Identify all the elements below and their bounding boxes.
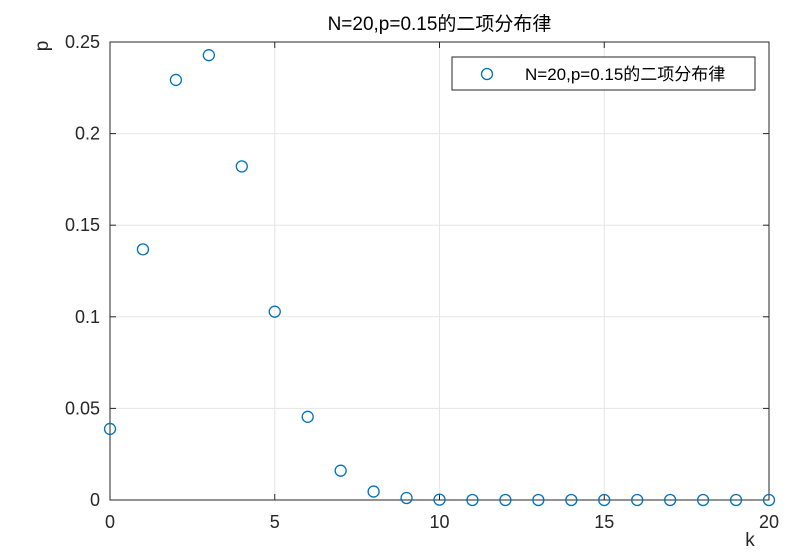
data-point — [433, 493, 446, 506]
legend: N=20,p=0.15的二项分布律 — [451, 56, 756, 91]
data-point — [268, 305, 281, 318]
data-point — [762, 493, 776, 507]
data-point — [400, 491, 413, 505]
x-axis-label: k — [745, 530, 755, 551]
data-point — [367, 485, 380, 498]
y-tick-label: 0 — [90, 490, 100, 510]
y-axis-label: p — [32, 41, 53, 52]
data-point — [499, 493, 512, 507]
x-tick-label: 5 — [270, 512, 280, 532]
x-tick-label: 0 — [105, 512, 115, 532]
x-tick-label: 20 — [759, 512, 779, 532]
data-point — [235, 160, 248, 173]
y-tick-label: 0.05 — [65, 398, 100, 418]
data-point — [598, 493, 611, 507]
legend-box — [451, 56, 756, 91]
y-tick-label: 0.15 — [65, 215, 100, 235]
data-point — [466, 493, 479, 507]
data-point — [301, 410, 314, 423]
data-point — [696, 493, 710, 507]
data-point — [532, 493, 545, 507]
x-tick-label: 10 — [429, 512, 449, 532]
y-tick-label: 0.2 — [75, 124, 100, 144]
chart-title: N=20,p=0.15的二项分布律 — [328, 13, 552, 35]
data-point — [103, 422, 117, 436]
data-point — [631, 493, 644, 507]
legend-entry-label: N=20,p=0.15的二项分布律 — [525, 65, 725, 84]
data-point — [334, 464, 347, 477]
data-point — [729, 493, 743, 507]
x-tick-label: 15 — [594, 512, 614, 532]
y-tick-label: 0.1 — [75, 307, 100, 327]
tick-labels: 0 5 10 15 20 0 0.05 0.1 0.15 0.2 0.25 — [65, 32, 779, 532]
legend-marker — [480, 67, 494, 81]
data-point — [664, 493, 677, 507]
data-point — [565, 493, 578, 507]
y-tick-label: 0.25 — [65, 32, 100, 52]
data-points — [103, 49, 776, 507]
data-point — [136, 243, 150, 256]
data-point — [202, 49, 216, 62]
data-point — [169, 73, 183, 87]
